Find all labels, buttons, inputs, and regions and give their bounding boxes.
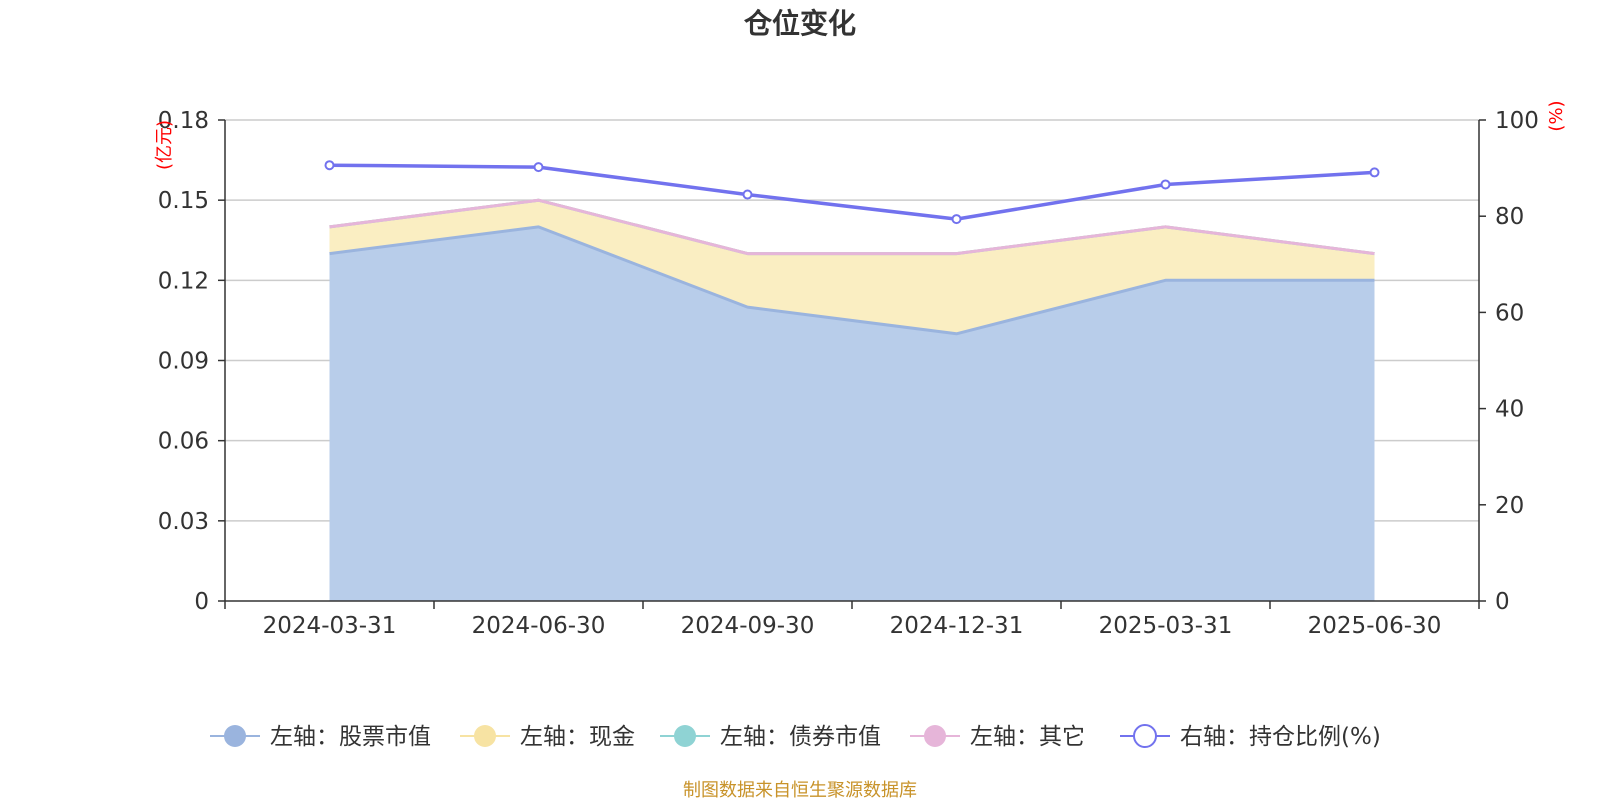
legend-label: 左轴：现金	[520, 724, 635, 750]
x-axis-tick-label: 2024-12-31	[890, 613, 1024, 639]
legend-swatch-dot	[224, 725, 246, 747]
right-axis-tick-label: 20	[1495, 493, 1524, 519]
data-source-note: 制图数据来自恒生聚源数据库	[683, 780, 917, 800]
x-axis-tick-label: 2025-06-30	[1308, 613, 1442, 639]
right-axis-tick-label: 80	[1495, 204, 1524, 230]
legend-swatch-dot	[674, 725, 696, 747]
axes: 0 0.03 0.06 0.09 0.12 0.15 0.18 0 20 40 60 80 100 202…	[158, 108, 1539, 639]
right-axis-tick-label: 60	[1495, 300, 1524, 326]
right-axis-tick-label: 0	[1495, 589, 1510, 615]
area-outline-左轴：其它	[329, 198, 1375, 256]
left-axis-tick-label: 0	[194, 589, 209, 615]
chart-title: 仓位变化	[744, 7, 856, 40]
line-point	[1369, 167, 1380, 178]
legend-swatch-dot	[1133, 724, 1157, 748]
right-axis-tick-label: 100	[1495, 108, 1539, 134]
left-axis-tick-label: 0.15	[158, 188, 209, 214]
left-axis-tick-label: 0.06	[158, 429, 209, 455]
left-axis-tick-label: 0.09	[158, 349, 209, 375]
left-axis-tick-label: 0.12	[158, 268, 209, 294]
left-axis-tick-label: 0.03	[158, 509, 209, 535]
area-左轴：股票市值	[329, 226, 1375, 601]
stacked-areas	[329, 198, 1375, 601]
left-axis-tick-label: 0.18	[158, 108, 209, 134]
legend-label: 左轴：债券市值	[720, 724, 881, 750]
legend-swatch-dot	[924, 725, 946, 747]
legend-label: 左轴：股票市值	[270, 724, 431, 750]
legend-label: 右轴：持仓比例(%)	[1180, 724, 1381, 750]
left-axis-unit: (亿元)	[154, 120, 175, 170]
line-point	[1160, 179, 1171, 190]
x-axis-tick-label: 2025-03-31	[1099, 613, 1233, 639]
line-series	[329, 163, 1375, 221]
line-point	[324, 160, 335, 171]
x-axis-tick-label: 2024-06-30	[472, 613, 606, 639]
x-axis-tick-label: 2024-03-31	[263, 613, 397, 639]
series-lines	[324, 160, 1380, 225]
line-point	[533, 162, 544, 173]
right-axis-tick-label: 40	[1495, 397, 1524, 423]
line-point	[951, 214, 962, 225]
legend-label: 左轴：其它	[970, 724, 1085, 750]
legend-swatch-dot	[474, 725, 496, 747]
area-outline-左轴：股票市值	[329, 225, 1375, 336]
x-axis-tick-label: 2024-09-30	[681, 613, 815, 639]
line-point	[742, 189, 753, 200]
right-axis-unit: (%)	[1546, 100, 1567, 131]
legend: 左轴：股票市值 左轴：现金 左轴：债券市值 左轴：其它 右轴：持仓比例(%)	[210, 724, 1381, 750]
